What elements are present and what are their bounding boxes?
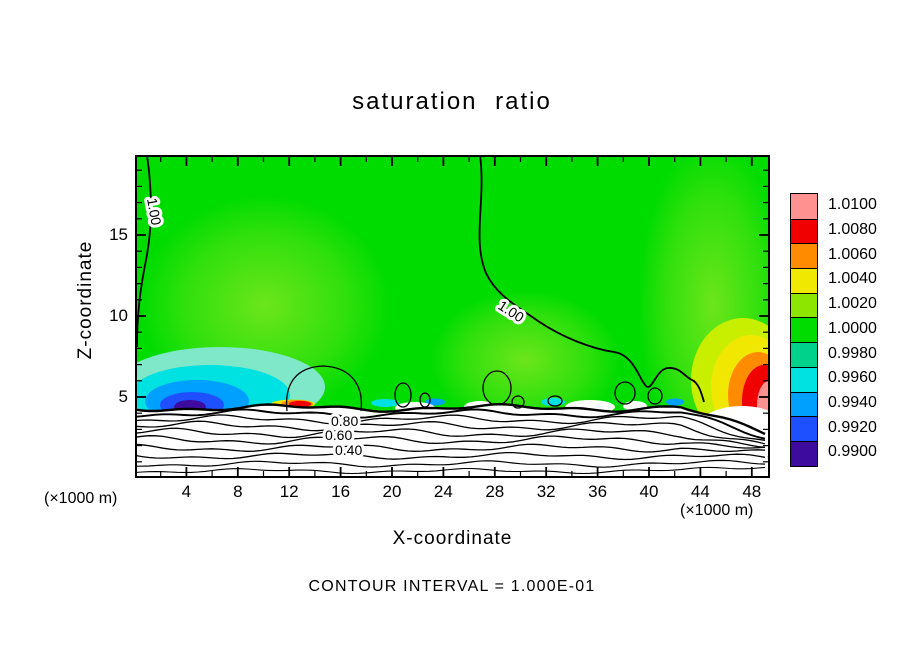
colorbar-label: 1.0020 [828,295,877,313]
colorbar-swatch [791,366,817,392]
colorbar-swatch [791,194,817,219]
colorbar-label: 0.9920 [828,418,877,436]
terrain-contour-lines [135,402,770,478]
colorbar-label: 1.0000 [828,319,877,337]
contour-interval-note: CONTOUR INTERVAL = 1.000E-01 [308,578,596,595]
x-unit-right: (×1000 m) [680,502,754,519]
x-tick-label: 24 [433,482,453,501]
chart-title: saturation ratio [352,88,552,115]
plot-frame [135,155,770,478]
y-tick-label: 15 [109,225,128,244]
contour-label-0.40: 0.40 [335,442,362,458]
colorbar-label: 0.9980 [828,344,877,362]
x-tick-label: 16 [331,482,351,501]
x-tick-label: 28 [485,482,505,501]
contour-loops [285,365,663,412]
contour-label-0.60: 0.60 [325,427,352,443]
plot-area: 1.00 1.00 0.80 0.60 0.40 [135,155,770,478]
x-tick-label: 20 [382,482,402,501]
x-tick-label: 4 [181,482,192,501]
colorbar-label: 1.0100 [828,196,877,214]
contour-plot: 1.00 1.00 0.80 0.60 0.40 [135,155,770,478]
x-tick-label: 36 [588,482,608,501]
colorbar-swatch [791,416,817,441]
colorbar-label: 0.9940 [828,393,877,411]
x-tick-label: 44 [690,482,710,501]
colorbar-swatch [791,440,817,466]
x-tick-label: 40 [639,482,659,501]
colorbar-label: 0.9960 [828,369,877,387]
colorbar-label: 1.0060 [828,245,877,263]
contour-label-0.80: 0.80 [331,413,358,429]
colorbar-swatch [791,317,817,343]
x-tick-label: 12 [279,482,299,501]
colorbar-swatch [791,292,817,318]
x-axis-label: X-coordinate [392,528,513,549]
colorbar-swatch [791,342,817,367]
colorbar-labels: 1.0100 1.0080 1.0060 1.0040 1.0020 1.0000 0.99… [828,193,904,469]
colorbar-label: 1.0080 [828,221,877,239]
y-tick-labels: 5 10 15 [92,155,128,478]
colorbar-swatch [791,268,817,293]
colorbar-swatch [791,218,817,244]
contour-line-1.00 [136,155,705,403]
x-unit-left: (×1000 m) [44,490,118,507]
axis-ticks [137,157,768,476]
colorbar-label: 1.0040 [828,270,877,288]
x-tick-labels: 4 8 12 16 20 24 28 32 36 40 44 48 [135,482,770,504]
y-tick-label: 5 [118,387,128,406]
x-tick-label: 32 [536,482,556,501]
y-tick-label: 10 [109,306,128,325]
colorbar-swatch [791,243,817,269]
x-tick-label: 8 [233,482,243,501]
colorbar-swatch [791,391,817,417]
colorbar-label: 0.9900 [828,443,877,461]
colorbar [790,193,818,467]
x-tick-label: 48 [742,482,762,501]
